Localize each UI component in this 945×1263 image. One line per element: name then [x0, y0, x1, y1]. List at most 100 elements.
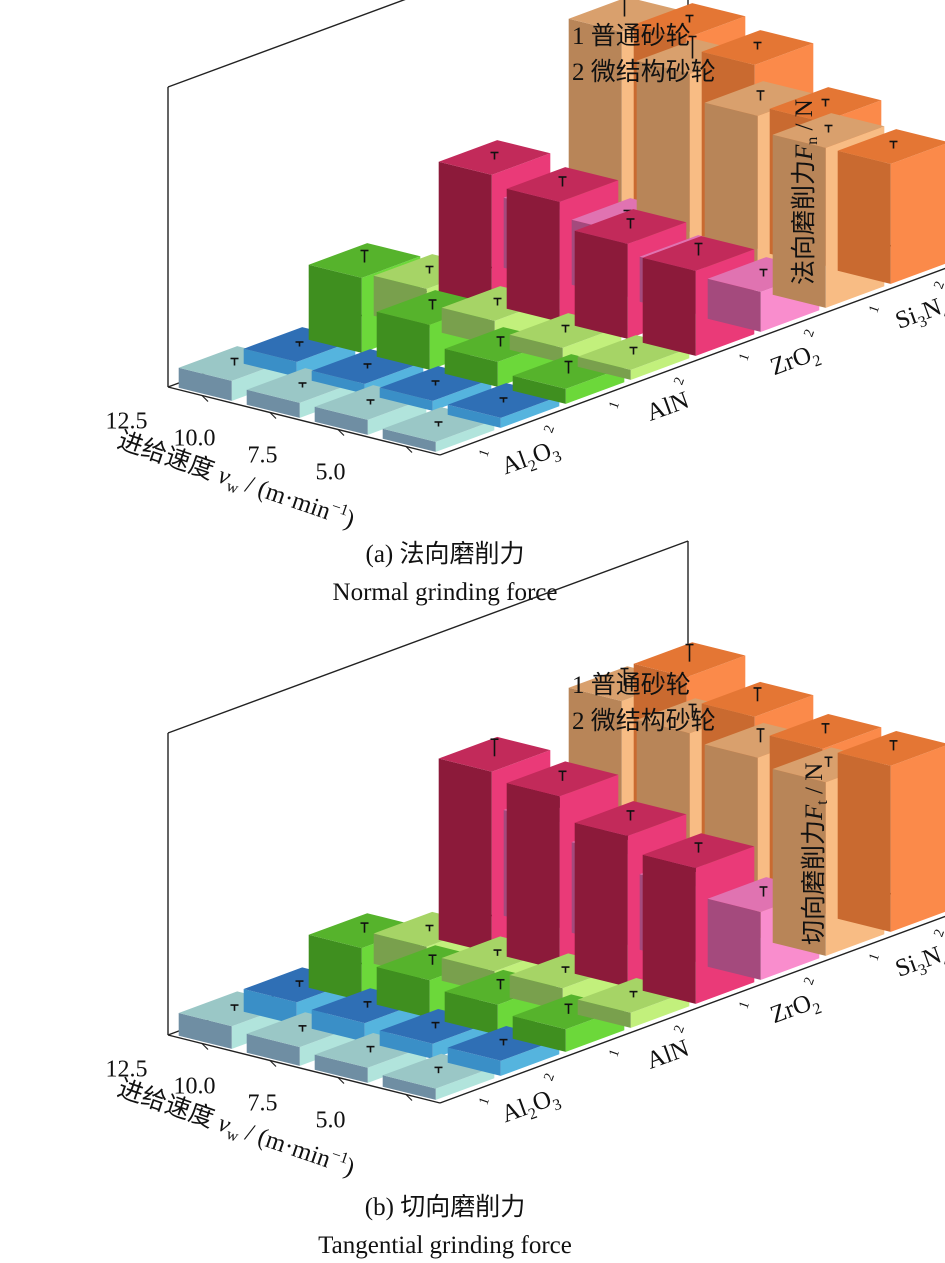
bar-side-face — [382, 1075, 436, 1100]
panel-caption: (b) 切向磨削力 — [365, 1193, 525, 1221]
panel-caption-english: Normal grinding force — [333, 579, 558, 606]
bar-side-face — [506, 783, 560, 970]
bar-front-face — [500, 1039, 560, 1076]
wheel-tick-label: 2 — [672, 375, 688, 387]
bar-Si3N4-wheel2 — [837, 129, 945, 284]
bar-side-face — [447, 404, 501, 428]
x-axis-line — [167, 1034, 441, 1104]
bar-side-face — [444, 348, 498, 387]
chart-panel-normal-force: 1 普通砂轮 2 微结构砂轮 0102030405060 法向磨削力Fn / N… — [106, 0, 945, 606]
legend-entry-2: 2 微结构砂轮 — [572, 58, 716, 86]
frame-edge — [167, 0, 406, 88]
wheel-tick-label: 1 — [867, 303, 883, 315]
legend-entry-2: 2 微结构砂轮 — [572, 707, 716, 735]
panel-caption: (a) 法向磨削力 — [366, 540, 525, 568]
wheel-tick-label: 2 — [672, 1023, 688, 1035]
bar-side-face — [314, 1054, 368, 1083]
bar-side-face — [246, 1033, 300, 1066]
bar-side-face — [447, 1047, 501, 1076]
bar-front-face — [432, 379, 492, 411]
bar-front-face — [630, 991, 690, 1028]
bar-side-face — [577, 999, 631, 1028]
bar-side-face — [379, 1030, 433, 1059]
y-axis-line — [439, 267, 945, 456]
speed-tick-labels: 12.5 10.0 7.5 5.0 — [106, 1043, 413, 1133]
wheel-tick-label: 2 — [802, 975, 818, 987]
bar-side-face — [379, 387, 433, 411]
bar-group — [178, 642, 945, 1100]
bar-side-face — [574, 230, 628, 339]
speed-tick-label: 10.0 — [174, 1073, 216, 1099]
bar-side-face — [574, 822, 628, 987]
speed-tick-label: 7.5 — [248, 442, 278, 468]
legend-entry-1: 1 普通砂轮 — [572, 22, 691, 50]
bar-side-face — [178, 367, 232, 401]
bar-top-face — [837, 731, 945, 766]
bar-side-face — [243, 348, 297, 377]
material-label: ZrO2 — [767, 987, 824, 1033]
bar-side-face — [512, 375, 566, 404]
bar-group — [178, 0, 945, 452]
material-label: Si3N4 — [892, 291, 945, 339]
wheel-tick-label: 1 — [867, 951, 883, 963]
y-axis-line — [439, 915, 945, 1104]
bar-top-face — [837, 129, 945, 164]
speed-tick-label: 7.5 — [248, 1090, 278, 1116]
x-axis-line — [167, 386, 441, 456]
speed-tick-label: 12.5 — [106, 408, 148, 434]
bar-front-face — [890, 143, 945, 284]
bar-side-face — [509, 975, 563, 1011]
wheel-tick-label: 1 — [477, 1095, 493, 1107]
bar-front-face — [367, 1046, 427, 1083]
bar-front-face — [299, 381, 359, 418]
bar-front-face — [364, 362, 424, 394]
speed-tick-mark — [269, 412, 277, 419]
bar-side-face — [642, 854, 696, 1004]
bar-side-face — [243, 989, 297, 1025]
bar-side-face — [837, 752, 891, 932]
material-label: ZrO2 — [767, 339, 824, 385]
wheel-tick-label: 2 — [542, 1071, 558, 1083]
wheel-tick-label: 1 — [607, 1047, 623, 1059]
bar-front-face — [296, 340, 356, 377]
bar-side-face — [772, 134, 826, 308]
material-label: Al2O3 — [498, 1083, 564, 1132]
panel-caption-english: Tangential grinding force — [318, 1232, 572, 1259]
speed-tick-mark — [337, 429, 345, 436]
wheel-tick-label: 2 — [542, 423, 558, 435]
wheel-tick-label: 1 — [737, 351, 753, 363]
speed-tick-labels: 12.5 10.0 7.5 5.0 — [106, 395, 413, 485]
speed-tick-mark — [201, 395, 209, 402]
speed-tick-mark — [201, 1043, 209, 1050]
bar-front-face — [435, 420, 495, 452]
bar-side-face — [837, 150, 891, 284]
bar-Si3N4-wheel2 — [837, 731, 945, 932]
bar-side-face — [311, 370, 365, 394]
bar-side-face — [512, 1016, 566, 1052]
z-axis-label: 法向磨削力Fn / N — [790, 99, 821, 285]
speed-tick-mark — [405, 446, 413, 453]
bar-side-face — [438, 161, 492, 305]
bar-side-face — [707, 898, 761, 980]
bar-front-face — [890, 745, 945, 932]
bar-front-face — [562, 326, 622, 363]
bar-front-face — [500, 396, 560, 428]
bar-side-face — [382, 428, 436, 452]
bar-side-face — [376, 966, 430, 1018]
wheel-tick-label: 1 — [477, 447, 493, 459]
bar-side-face — [246, 389, 300, 418]
bar-front-face — [435, 1067, 495, 1100]
material-label: Al2O3 — [498, 435, 564, 484]
bar-side-face — [314, 406, 368, 435]
bar-front-face — [565, 367, 625, 404]
bar-side-face — [308, 934, 362, 1001]
wheel-tick-label: 2 — [932, 279, 945, 291]
bar-side-face — [707, 278, 761, 332]
bar-side-face — [178, 1013, 232, 1049]
z-axis-label: 切向磨削力Ft / N — [800, 763, 831, 945]
wheel-tick-label: 2 — [802, 327, 818, 339]
wheel-tick-label: 1 — [607, 399, 623, 411]
speed-tick-mark — [337, 1077, 345, 1084]
